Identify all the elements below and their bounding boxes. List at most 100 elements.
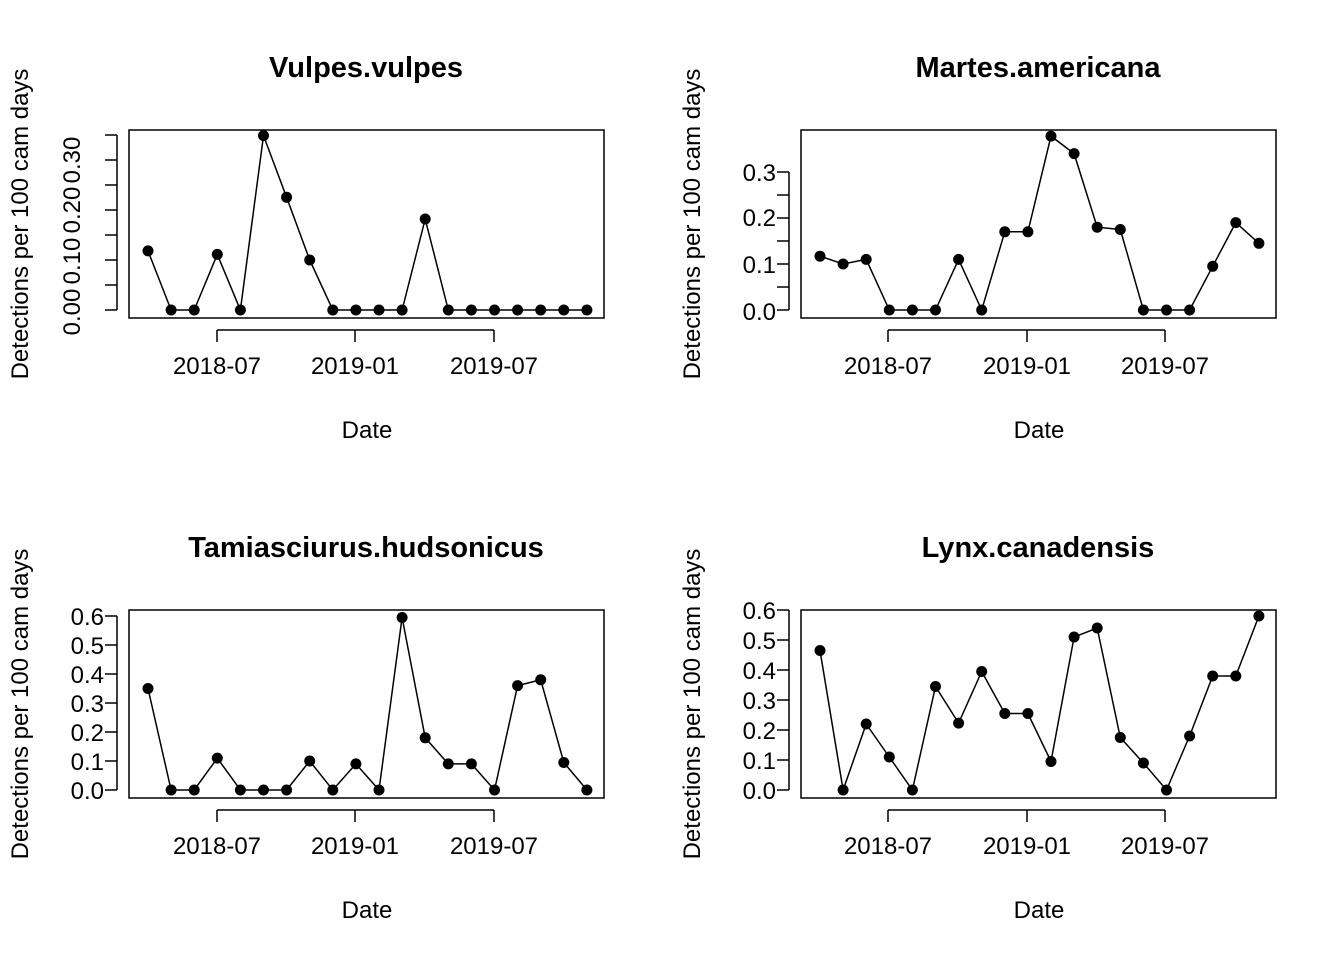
data-point	[304, 755, 316, 767]
data-point	[211, 248, 223, 260]
data-point	[930, 304, 941, 316]
data-point	[1207, 260, 1219, 272]
data-point	[373, 784, 385, 796]
data-point	[234, 304, 246, 316]
y-tick-label: 0.10	[59, 238, 86, 285]
y-tick-label: 0.2	[743, 205, 776, 232]
data-point	[142, 683, 154, 694]
data-point	[837, 784, 849, 796]
y-tick-label: 0.5	[71, 633, 104, 660]
panel-title: Tamiasciurus.hudsonicus	[188, 532, 544, 564]
y-tick-label: 0.0	[71, 778, 104, 805]
x-tick-label: 2019-07	[450, 833, 538, 860]
data-point	[535, 674, 547, 686]
data-point	[1091, 221, 1103, 233]
data-point	[396, 304, 408, 316]
data-point	[558, 304, 570, 316]
y-tick-label: 0.6	[743, 598, 776, 625]
panel-title: Vulpes.vulpes	[269, 52, 463, 84]
data-point	[906, 784, 918, 796]
y-tick-label: 0.4	[71, 662, 104, 689]
data-point	[373, 304, 385, 316]
data-point	[211, 752, 223, 764]
data-point	[1253, 237, 1265, 249]
data-point	[1091, 622, 1103, 634]
data-point	[976, 666, 988, 677]
plot-frame	[128, 129, 605, 319]
series-line	[819, 134, 1260, 313]
data-point	[304, 254, 316, 266]
y-tick-label: 0.2	[743, 718, 776, 745]
data-point	[930, 681, 941, 692]
y-tick-label: 0.3	[743, 688, 776, 715]
y-tick-label: 0.1	[743, 748, 776, 775]
data-point	[165, 784, 177, 796]
y-axis-label: Detections per 100 cam days	[7, 69, 34, 380]
data-point	[1068, 148, 1080, 160]
x-axis-label: Date	[1014, 417, 1065, 444]
data-point	[860, 718, 872, 730]
data-point	[1161, 784, 1172, 796]
data-point	[558, 757, 570, 768]
plot-frame	[128, 609, 605, 799]
y-tick-label: 0.0	[743, 778, 776, 805]
data-point	[1207, 670, 1219, 682]
data-point	[1045, 130, 1057, 142]
x-axis-label: Date	[342, 417, 393, 444]
y-tick-label: 0.5	[743, 628, 776, 655]
x-tick-label: 2019-07	[1121, 353, 1209, 380]
data-point	[1161, 304, 1172, 316]
y-tick-label: 0.00	[59, 289, 86, 336]
data-point	[442, 758, 454, 770]
y-axis-label: Detections per 100 cam days	[679, 549, 706, 860]
data-point	[258, 784, 269, 796]
y-tick-label: 0.3	[71, 691, 104, 718]
y-tick-label: 0.6	[71, 604, 104, 631]
data-point	[281, 784, 293, 796]
data-point	[396, 612, 408, 623]
data-point	[581, 784, 593, 796]
panel-title: Lynx.canadensis	[922, 532, 1155, 564]
y-tick-label: 0.3	[743, 160, 776, 187]
data-point	[188, 784, 200, 796]
y-tick-label: 0.1	[743, 252, 776, 279]
data-point	[465, 758, 477, 770]
panel-lynx: Lynx.canadensis Date Detections per 100 …	[679, 532, 1209, 924]
x-tick-label: 2018-07	[173, 833, 261, 860]
y-tick-label: 0.0	[743, 299, 776, 326]
data-point	[188, 304, 200, 316]
data-point	[1230, 670, 1242, 682]
y-tick-label: 0.2	[71, 720, 104, 747]
data-point	[953, 253, 965, 265]
data-point	[837, 258, 849, 270]
series-line	[147, 617, 588, 792]
y-tick-label: 0.4	[743, 658, 776, 685]
data-point	[883, 751, 895, 763]
data-point	[1114, 732, 1126, 743]
data-point	[327, 784, 339, 796]
panel-title: Martes.americana	[915, 52, 1161, 84]
series-line	[819, 615, 1260, 792]
data-point	[327, 304, 339, 316]
data-point	[142, 245, 154, 257]
data-point	[1022, 226, 1034, 238]
panel-martes: Martes.americana Date Detections per 100…	[679, 52, 1209, 444]
data-point	[512, 680, 524, 692]
data-point	[976, 304, 988, 316]
y-axis-label: Detections per 100 cam days	[679, 69, 706, 380]
y-tick-label: 0.1	[71, 749, 104, 776]
x-tick-label: 2019-01	[983, 353, 1071, 380]
data-point	[1114, 224, 1126, 235]
data-point	[999, 708, 1011, 719]
data-point	[512, 304, 524, 316]
data-point	[581, 304, 593, 316]
x-tick-label: 2019-01	[311, 353, 399, 380]
chart-marks	[105, 129, 1277, 822]
data-point	[350, 758, 362, 770]
data-point	[465, 304, 477, 316]
data-point	[489, 784, 500, 796]
panel-vulpes: Vulpes.vulpes Date Detections per 100 ca…	[7, 52, 538, 444]
plot-frame	[800, 609, 1277, 799]
data-point	[419, 213, 431, 225]
